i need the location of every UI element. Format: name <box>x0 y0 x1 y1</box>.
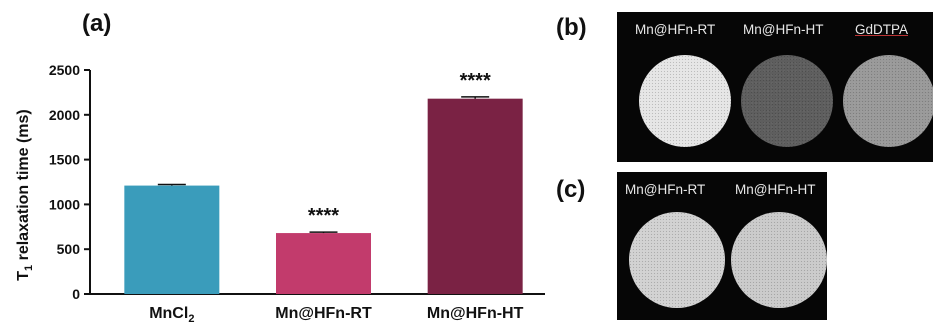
mri-b-label-2: Mn@HFn-HT <box>743 22 824 37</box>
mri-b-sample-3 <box>843 55 933 147</box>
mri-panel-b: Mn@HFn-RT Mn@HFn-HT GdDTPA <box>617 12 933 162</box>
y-tick-label: 1500 <box>49 152 80 168</box>
x-tick-labels: MnCl2 Mn@HFn-RT Mn@HFn-HT <box>149 305 523 325</box>
x-tick-label: MnCl2 <box>149 305 194 325</box>
x-tick-label: Mn@HFn-HT <box>427 305 524 322</box>
panel-label-a: (a) <box>82 10 112 37</box>
bar <box>276 233 371 294</box>
y-tick-label: 500 <box>57 241 81 257</box>
bar <box>427 98 523 294</box>
panel-label-b: (b) <box>556 14 587 41</box>
bars: **** **** <box>124 70 523 294</box>
significance-label: **** <box>308 205 339 227</box>
y-tick-label: 2000 <box>49 107 80 123</box>
mri-b-sample-1 <box>639 55 731 147</box>
mri-panel-c: Mn@HFn-RT Mn@HFn-HT <box>617 172 827 320</box>
y-ticks: 0 500 1000 1500 2000 2500 <box>49 62 90 302</box>
bar <box>124 185 220 294</box>
mri-c-label-2: Mn@HFn-HT <box>735 182 816 197</box>
y-tick-label: 0 <box>72 286 80 302</box>
panel-label-c: (c) <box>556 176 586 203</box>
mri-b-label-1: Mn@HFn-RT <box>635 22 716 37</box>
y-tick-label: 1000 <box>49 196 80 212</box>
x-tick-label: Mn@HFn-RT <box>275 305 372 322</box>
mri-c-sample-2 <box>731 212 827 308</box>
mri-b-label-3: GdDTPA <box>855 22 909 37</box>
y-tick-label: 2500 <box>49 62 80 78</box>
mri-c-sample-1 <box>629 212 725 308</box>
relaxation-bar-chart: 0 500 1000 1500 2000 2500 **** **** MnCl2 Mn@HF… <box>15 62 545 325</box>
mri-b-sample-2 <box>741 55 833 147</box>
y-axis-label: T1 relaxation time (ms) <box>15 109 35 281</box>
significance-label: **** <box>460 70 491 92</box>
mri-c-label-1: Mn@HFn-RT <box>625 182 706 197</box>
